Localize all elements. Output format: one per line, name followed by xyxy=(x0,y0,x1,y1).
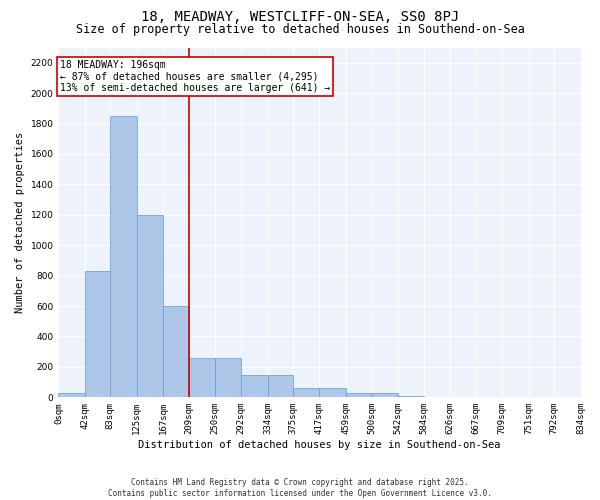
Bar xyxy=(163,306,189,398)
Text: Contains HM Land Registry data © Crown copyright and database right 2025.
Contai: Contains HM Land Registry data © Crown c… xyxy=(108,478,492,498)
Bar xyxy=(398,396,424,398)
Bar xyxy=(293,388,319,398)
Text: Size of property relative to detached houses in Southend-on-Sea: Size of property relative to detached ho… xyxy=(76,22,524,36)
Bar xyxy=(241,374,268,398)
Text: 18 MEADWAY: 196sqm
← 87% of detached houses are smaller (4,295)
13% of semi-deta: 18 MEADWAY: 196sqm ← 87% of detached hou… xyxy=(59,60,330,93)
Bar xyxy=(268,374,293,398)
Bar xyxy=(137,215,163,398)
Bar xyxy=(189,358,215,398)
Bar xyxy=(319,388,346,398)
Bar xyxy=(58,393,85,398)
X-axis label: Distribution of detached houses by size in Southend-on-Sea: Distribution of detached houses by size … xyxy=(138,440,501,450)
Text: 18, MEADWAY, WESTCLIFF-ON-SEA, SS0 8PJ: 18, MEADWAY, WESTCLIFF-ON-SEA, SS0 8PJ xyxy=(141,10,459,24)
Y-axis label: Number of detached properties: Number of detached properties xyxy=(15,132,25,313)
Bar xyxy=(85,271,110,398)
Bar xyxy=(110,116,137,398)
Bar xyxy=(215,358,241,398)
Bar xyxy=(371,393,398,398)
Bar xyxy=(346,393,371,398)
